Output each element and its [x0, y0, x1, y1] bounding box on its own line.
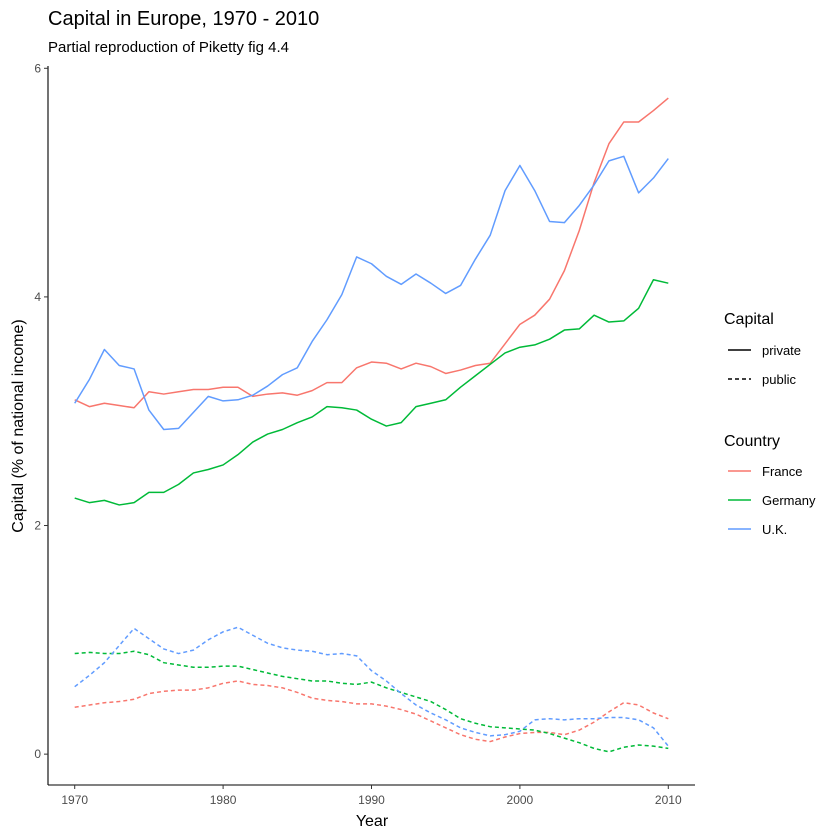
legend-label-germany: Germany [762, 493, 816, 508]
x-tick-label: 2010 [655, 793, 682, 807]
legend-title-capital: Capital [724, 311, 774, 328]
series-line-uk-private [74, 155, 669, 431]
x-axis-ticks: 1970 1980 1990 2000 2010 [61, 785, 682, 807]
y-axis-title: Capital (% of national income) [10, 319, 27, 532]
legend-label-uk: U.K. [762, 522, 787, 537]
series-line-germany-private [74, 279, 669, 506]
series-line-germany-public [74, 650, 669, 753]
legend: Capital private public Country France Ge… [724, 311, 816, 537]
legend-label-private: private [762, 343, 801, 358]
y-tick-label: 4 [34, 290, 41, 304]
x-axis-title: Year [356, 813, 389, 830]
x-tick-label: 1980 [210, 793, 237, 807]
series-layer [74, 97, 669, 753]
y-tick-label: 6 [34, 61, 41, 75]
y-tick-label: 0 [34, 747, 41, 761]
legend-label-public: public [762, 372, 796, 387]
y-tick-label: 2 [34, 519, 41, 533]
chart-subtitle: Partial reproduction of Piketty fig 4.4 [48, 39, 289, 56]
y-axis-ticks: 0 2 4 6 [34, 61, 48, 761]
x-tick-label: 1990 [358, 793, 385, 807]
legend-label-france: France [762, 464, 802, 479]
chart-title: Capital in Europe, 1970 - 2010 [48, 8, 319, 30]
x-tick-label: 1970 [61, 793, 88, 807]
series-line-france-private [74, 97, 669, 409]
series-line-france-public [74, 680, 669, 743]
legend-title-country: Country [724, 433, 780, 450]
x-tick-label: 2000 [507, 793, 534, 807]
series-line-uk-public [74, 626, 669, 747]
